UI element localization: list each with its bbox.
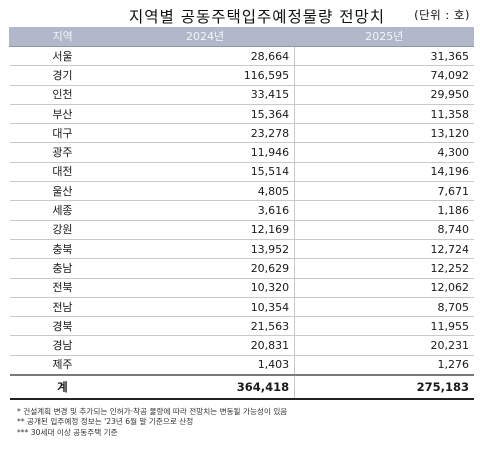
table-row: 광주 11,946 4,300 (9, 142, 474, 163)
value-2024-cell: 13,952 (115, 239, 296, 260)
value-2025-cell: 20,231 (294, 335, 474, 356)
region-cell: 전북 (9, 278, 116, 298)
region-cell: 경북 (9, 316, 116, 337)
value-2024-cell: 3,616 (115, 200, 296, 221)
region-cell: 울산 (9, 181, 116, 202)
total-row: 계 364,418 275,183 (9, 374, 474, 401)
table-row: 서울 28,664 31,365 (9, 46, 474, 67)
value-2025-cell: 7,671 (294, 181, 474, 202)
value-2024-cell: 21,563 (115, 316, 296, 337)
region-cell: 전남 (9, 297, 116, 318)
table-row: 울산 4,805 7,671 (9, 181, 474, 202)
footnote-2: ** 공개된 입주예정 정보는 '23년 6월 말 기준으로 산정 (17, 417, 194, 427)
header-row: 지역 2024년 2025년 (9, 27, 474, 47)
value-2024-cell: 116,595 (115, 65, 296, 86)
value-2024-cell: 28,664 (115, 46, 296, 67)
value-2025-cell: 14,196 (294, 162, 474, 183)
region-cell: 인천 (9, 85, 116, 105)
table-row: 전남 10,354 8,705 (9, 297, 474, 318)
page-title: 지역별 공동주택입주예정물량 전망치 (128, 8, 385, 26)
table-row: 강원 12,169 8,740 (9, 220, 474, 240)
table-row: 제주 1,403 1,276 (9, 355, 474, 376)
region-cell: 경기 (9, 65, 116, 86)
value-2025-cell: 1,186 (294, 200, 474, 221)
value-2025-cell: 12,724 (294, 239, 474, 260)
unit-label: (단위 : 호) (414, 8, 470, 22)
region-cell: 세종 (9, 200, 116, 221)
forecast-table: 지역 2024년 2025년 서울 28,664 31,365 경기 116,595 74… (9, 27, 474, 401)
value-2024-cell: 11,946 (115, 142, 296, 163)
value-2025-cell: 8,740 (294, 220, 474, 240)
table-row: 충남 20,629 12,252 (9, 258, 474, 279)
region-cell: 광주 (9, 142, 116, 163)
value-2024-cell: 10,320 (115, 278, 296, 298)
value-2025-cell: 1,276 (294, 355, 474, 376)
value-2025-cell: 12,062 (294, 278, 474, 298)
table-row: 경남 20,831 20,231 (9, 335, 474, 356)
value-2024-cell: 10,354 (115, 297, 296, 318)
value-2024-cell: 1,403 (115, 355, 296, 376)
region-cell: 충남 (9, 258, 116, 279)
value-2024-cell: 15,364 (115, 104, 296, 125)
region-cell: 대전 (9, 162, 116, 183)
table-row: 전북 10,320 12,062 (9, 278, 474, 298)
value-2025-cell: 8,705 (294, 297, 474, 318)
title-bar: 지역별 공동주택입주예정물량 전망치 (단위 : 호) (0, 5, 480, 27)
header-region: 지역 (9, 27, 116, 47)
footnote-1: * 건설계획 변경 및 추가되는 인허가·착공 물량에 따라 전망치는 변동될 … (17, 407, 288, 416)
table-row: 대구 23,278 13,120 (9, 123, 474, 144)
table-row: 경기 116,595 74,092 (9, 65, 474, 86)
value-2025-cell: 31,365 (294, 46, 474, 67)
table-row: 충북 13,952 12,724 (9, 239, 474, 260)
region-cell: 충북 (9, 239, 116, 260)
header-2024: 2024년 (115, 27, 295, 47)
value-2025-cell: 74,092 (294, 65, 474, 86)
total-2025: 275,183 (294, 374, 474, 401)
footnote-3: *** 30세대 이상 공동주택 기준 (17, 427, 118, 437)
region-cell: 강원 (9, 220, 116, 240)
total-2024: 364,418 (115, 374, 296, 401)
value-2025-cell: 29,950 (294, 85, 474, 105)
footnotes: * 건설계획 변경 및 추가되는 인허가·착공 물량에 따라 전망치는 변동될 … (17, 407, 287, 438)
table-row: 인천 33,415 29,950 (9, 85, 474, 105)
value-2024-cell: 15,514 (115, 162, 296, 183)
value-2024-cell: 20,831 (115, 335, 296, 356)
value-2024-cell: 33,415 (115, 85, 296, 105)
region-cell: 부산 (9, 104, 116, 125)
region-cell: 경남 (9, 335, 116, 356)
value-2025-cell: 4,300 (294, 142, 474, 163)
region-cell: 제주 (9, 355, 116, 376)
value-2025-cell: 11,358 (294, 104, 474, 125)
table-row: 대전 15,514 14,196 (9, 162, 474, 183)
value-2024-cell: 20,629 (115, 258, 296, 279)
table-row: 부산 15,364 11,358 (9, 104, 474, 125)
value-2025-cell: 13,120 (294, 123, 474, 144)
table-row: 경북 21,563 11,955 (9, 316, 474, 337)
value-2024-cell: 12,169 (115, 220, 296, 240)
total-label: 계 (9, 374, 116, 401)
value-2025-cell: 11,955 (294, 316, 474, 337)
region-cell: 대구 (9, 123, 116, 144)
value-2024-cell: 23,278 (115, 123, 296, 144)
value-2025-cell: 12,252 (294, 258, 474, 279)
value-2024-cell: 4,805 (115, 181, 296, 202)
table-row: 세종 3,616 1,186 (9, 200, 474, 221)
header-2025: 2025년 (294, 27, 474, 47)
region-cell: 서울 (9, 46, 116, 67)
